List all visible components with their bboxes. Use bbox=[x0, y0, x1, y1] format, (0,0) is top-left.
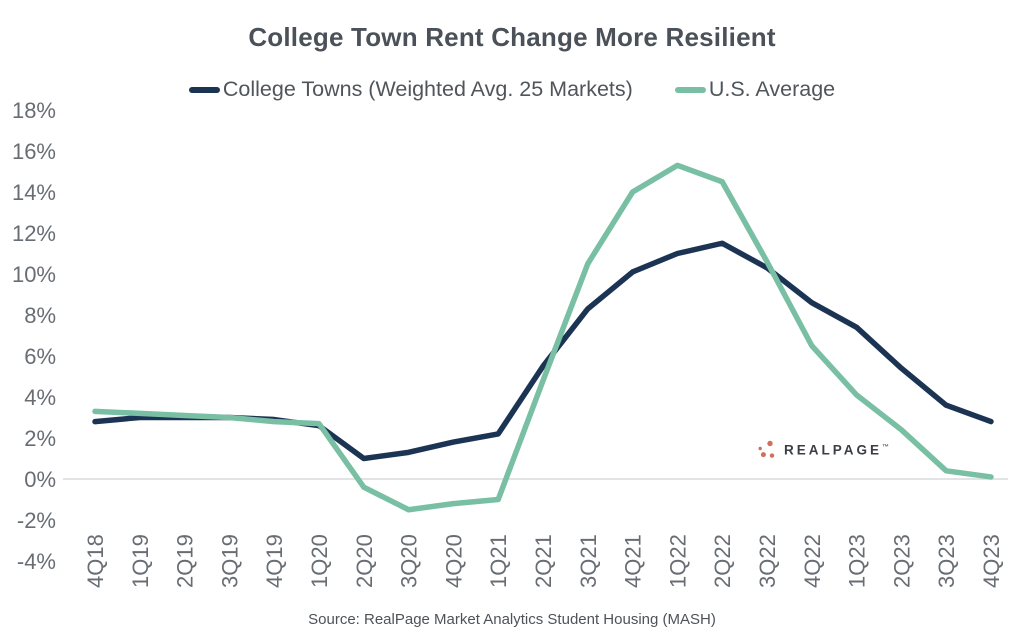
y-axis-tick-label: 8% bbox=[24, 303, 56, 328]
x-axis-tick-label: 4Q19 bbox=[262, 534, 287, 588]
x-axis-tick-label: 3Q19 bbox=[217, 534, 242, 588]
page-title: College Town Rent Change More Resilient bbox=[248, 22, 776, 52]
y-axis-tick-label: 2% bbox=[24, 426, 56, 451]
series-line-us-average bbox=[92, 162, 994, 513]
x-axis-tick-label: 3Q20 bbox=[397, 534, 422, 588]
y-axis-tick-label: 18% bbox=[12, 98, 56, 123]
legend-item-us-average: U.S. Average bbox=[674, 77, 836, 102]
college-towns-line-swatch bbox=[188, 86, 220, 93]
x-axis-tick-label: 3Q23 bbox=[934, 534, 959, 588]
x-axis-tick-label: 3Q21 bbox=[576, 534, 601, 588]
y-axis-tick-label: 14% bbox=[12, 180, 56, 205]
y-axis-tick-label: 12% bbox=[12, 221, 56, 246]
realpage-logo-dots bbox=[758, 440, 775, 458]
x-axis-tick-label: 1Q21 bbox=[486, 534, 511, 588]
x-axis-tick-label: 4Q21 bbox=[621, 534, 646, 588]
y-axis-tick-label: -4% bbox=[17, 549, 56, 574]
legend-item-college-towns: College Towns (Weighted Avg. 25 Markets) bbox=[188, 77, 633, 102]
x-axis-tick-label: 1Q22 bbox=[665, 534, 690, 588]
x-axis-tick-label: 2Q23 bbox=[889, 534, 914, 588]
x-axis-tick-label: 1Q19 bbox=[128, 534, 153, 588]
y-axis-tick-label: 0% bbox=[24, 467, 56, 492]
x-axis-tick-label: 1Q20 bbox=[307, 534, 332, 588]
series-line-college-towns bbox=[92, 240, 994, 462]
x-axis-tick-label: 2Q21 bbox=[531, 534, 556, 588]
x-axis-tick-label: 3Q22 bbox=[755, 534, 780, 588]
x-axis-tick-label: 4Q20 bbox=[441, 534, 466, 588]
trademark-mark: ™ bbox=[882, 443, 890, 451]
y-axis-tick-label: -2% bbox=[17, 508, 56, 533]
legend-label-us-average: U.S. Average bbox=[708, 77, 836, 101]
realpage-logo: REALPAGE™ bbox=[757, 438, 889, 460]
realpage-logo-text: REALPAGE™ bbox=[784, 442, 890, 458]
us-average-line-swatch bbox=[674, 86, 706, 93]
x-axis-tick-label: 4Q22 bbox=[800, 534, 825, 588]
source-note: Source: RealPage Market Analytics Studen… bbox=[308, 611, 716, 628]
x-axis-tick-label: 4Q18 bbox=[83, 534, 108, 588]
x-axis-tick-label: 2Q22 bbox=[710, 534, 735, 588]
y-axis-tick-label: 6% bbox=[24, 344, 56, 369]
x-axis-tick-label: 2Q20 bbox=[352, 534, 377, 588]
y-axis-tick-label: 10% bbox=[12, 262, 56, 287]
y-axis-tick-label: 4% bbox=[24, 385, 56, 410]
legend-label-college-towns: College Towns (Weighted Avg. 25 Markets) bbox=[222, 77, 633, 101]
x-axis-tick-label: 4Q23 bbox=[979, 534, 1004, 588]
y-axis-tick-label: 16% bbox=[12, 139, 56, 164]
chart-legend: College Towns (Weighted Avg. 25 Markets)… bbox=[0, 77, 1024, 102]
x-axis-tick-label: 1Q23 bbox=[845, 534, 870, 588]
x-axis-tick-label: 2Q19 bbox=[173, 534, 198, 588]
